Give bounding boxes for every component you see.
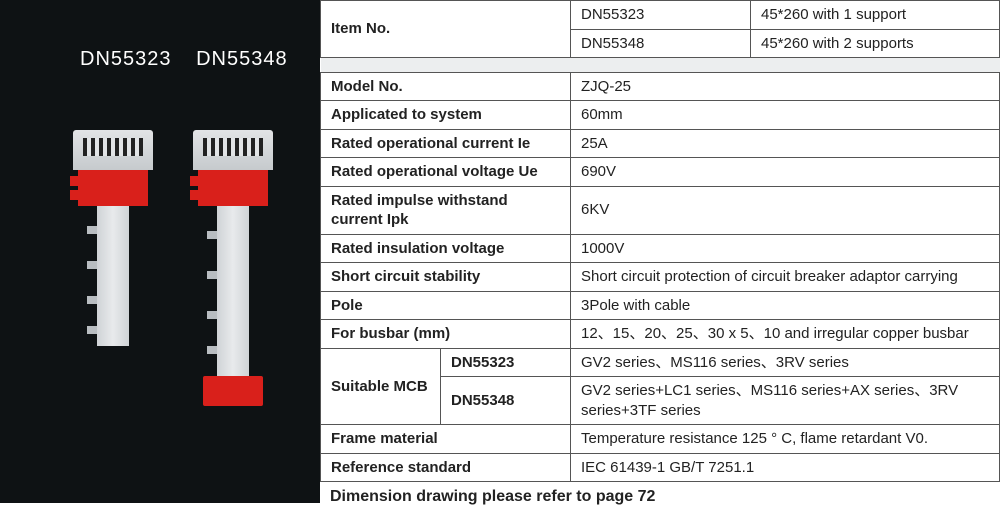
item-no-label: Item No. <box>321 1 571 58</box>
model-code-a: DN55323 <box>80 48 172 70</box>
spec-label: Rated impulse withstand current Ipk <box>321 186 571 234</box>
spec-value: Temperature resistance 125 ° C, flame re… <box>571 425 1000 454</box>
mcb-val-1: GV2 series、MS116 series、3RV series <box>571 348 1000 377</box>
item-code-1: DN55348 <box>571 29 751 58</box>
spec-value: IEC 61439-1 GB/T 7251.1 <box>571 453 1000 482</box>
table-row: Rated insulation voltage 1000V <box>321 234 1000 263</box>
spec-panel: Item No. DN55323 45*260 with 1 support D… <box>320 0 1000 503</box>
spec-value: 690V <box>571 158 1000 187</box>
table-row: Reference standard IEC 61439-1 GB/T 7251… <box>321 453 1000 482</box>
spec-value: 3Pole with cable <box>571 291 1000 320</box>
device-1-support <box>68 130 158 346</box>
item-desc-0: 45*260 with 1 support <box>751 1 1000 30</box>
spec-label: Rated operational current Ie <box>321 129 571 158</box>
spec-value: 1000V <box>571 234 1000 263</box>
table-row: Rated operational current Ie 25A <box>321 129 1000 158</box>
spec-label: Short circuit stability <box>321 263 571 292</box>
spec-label: Pole <box>321 291 571 320</box>
mcb-val-2: GV2 series+LC1 series、MS116 series+AX se… <box>571 377 1000 425</box>
spec-table: Model No. ZJQ-25 Applicated to system 60… <box>320 72 1000 483</box>
spec-label: Reference standard <box>321 453 571 482</box>
spec-label: Applicated to system <box>321 101 571 130</box>
spec-value: 6KV <box>571 186 1000 234</box>
table-row: Model No. ZJQ-25 <box>321 72 1000 101</box>
spec-value: 25A <box>571 129 1000 158</box>
spec-value: Short circuit protection of circuit brea… <box>571 263 1000 292</box>
item-desc-1: 45*260 with 2 supports <box>751 29 1000 58</box>
table-row: Item No. DN55323 45*260 with 1 support <box>321 1 1000 30</box>
item-no-table: Item No. DN55323 45*260 with 1 support D… <box>320 0 1000 72</box>
mcb-code-2: DN55348 <box>441 377 571 425</box>
device-2-supports <box>188 130 278 406</box>
table-row: For busbar (mm) 12、15、20、25、30 x 5、10 an… <box>321 320 1000 349</box>
spec-label: Rated operational voltage Ue <box>321 158 571 187</box>
table-row: Pole 3Pole with cable <box>321 291 1000 320</box>
model-codes-header: DN55323 DN55348 <box>80 48 306 71</box>
spec-label: Frame material <box>321 425 571 454</box>
spec-value: 12、15、20、25、30 x 5、10 and irregular copp… <box>571 320 1000 349</box>
spec-value: ZJQ-25 <box>571 72 1000 101</box>
table-row: Rated operational voltage Ue 690V <box>321 158 1000 187</box>
spec-label: Rated insulation voltage <box>321 234 571 263</box>
model-code-b: DN55348 <box>196 48 288 70</box>
spec-label: Suitable MCB <box>321 348 441 425</box>
mcb-code-1: DN55323 <box>441 348 571 377</box>
table-row: Short circuit stability Short circuit pr… <box>321 263 1000 292</box>
footer-note: Dimension drawing please refer to page 7… <box>320 482 1000 512</box>
spec-value: 60mm <box>571 101 1000 130</box>
spec-label: Model No. <box>321 72 571 101</box>
item-code-0: DN55323 <box>571 1 751 30</box>
spacer <box>321 58 1000 72</box>
table-row: Rated impulse withstand current Ipk 6KV <box>321 186 1000 234</box>
device-illustration <box>55 130 290 483</box>
spec-label: For busbar (mm) <box>321 320 571 349</box>
product-image-panel: DN55323 DN55348 <box>0 0 320 503</box>
table-row: Frame material Temperature resistance 12… <box>321 425 1000 454</box>
table-row: Suitable MCB DN55323 GV2 series、MS116 se… <box>321 348 1000 377</box>
table-row: Applicated to system 60mm <box>321 101 1000 130</box>
